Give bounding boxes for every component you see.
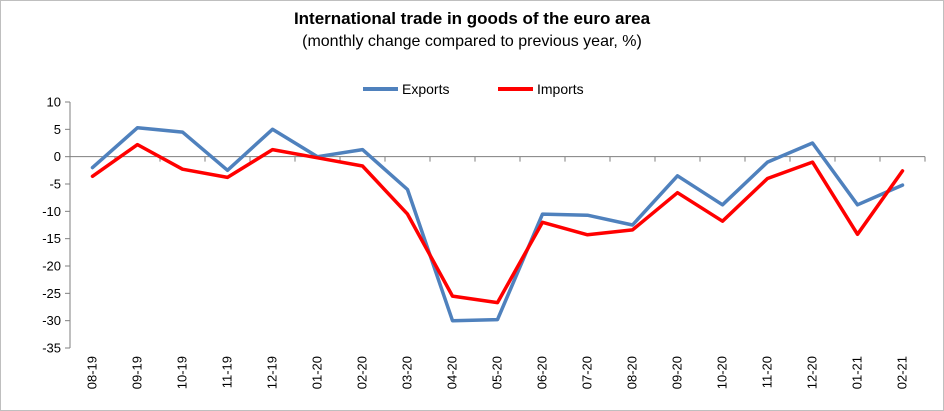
x-tick-label: 11-20 [760,356,775,388]
y-tick-label: 5 [54,122,61,137]
y-tick-label: 0 [54,149,61,164]
x-tick-label: 08-19 [85,356,100,389]
y-tick-label: -15 [42,231,61,246]
x-tick-label: 03-20 [400,356,415,389]
axes: 10 5 0 -5 -10 -15 -20 -25 -30 -35 08-19 09-19 10-19 1… [42,95,926,389]
x-tick-label: 07-20 [580,356,595,389]
x-tick-label: 09-19 [130,356,145,389]
legend: Exports Imports [363,81,584,97]
x-tick-label: 05-20 [490,356,505,389]
series-layer [90,125,905,323]
x-tick-label: 01-20 [310,356,325,389]
series-line-imports [90,142,905,305]
x-tick-label: 02-21 [895,356,910,389]
x-tick-label: 12-19 [265,356,280,389]
y-tick-label: -10 [42,204,61,219]
x-tick-label: 10-20 [715,356,730,389]
chart-title: International trade in goods of the euro… [293,9,651,28]
y-tick-label: -25 [42,286,61,301]
x-tick-label: 10-19 [175,356,190,389]
y-tick-label: -5 [49,177,61,192]
legend-label-exports: Exports [402,81,449,97]
x-tick-label: 09-20 [670,356,685,389]
y-tick-label: -35 [42,341,61,356]
x-tick-label: 06-20 [535,356,550,389]
x-tick-label: 12-20 [805,356,820,389]
legend-label-imports: Imports [537,81,584,97]
x-tick-label: 01-21 [850,356,865,389]
y-tick-label: 10 [47,95,61,110]
chart-subtitle: (monthly change compared to previous yea… [302,33,642,50]
x-tick-label: 11-19 [220,356,235,388]
y-tick-label: -20 [42,259,61,274]
x-tick-label: 08-20 [625,356,640,389]
x-tick-label: 02-20 [355,356,370,389]
x-tick-label: 04-20 [445,356,460,389]
y-tick-label: -30 [42,313,61,328]
